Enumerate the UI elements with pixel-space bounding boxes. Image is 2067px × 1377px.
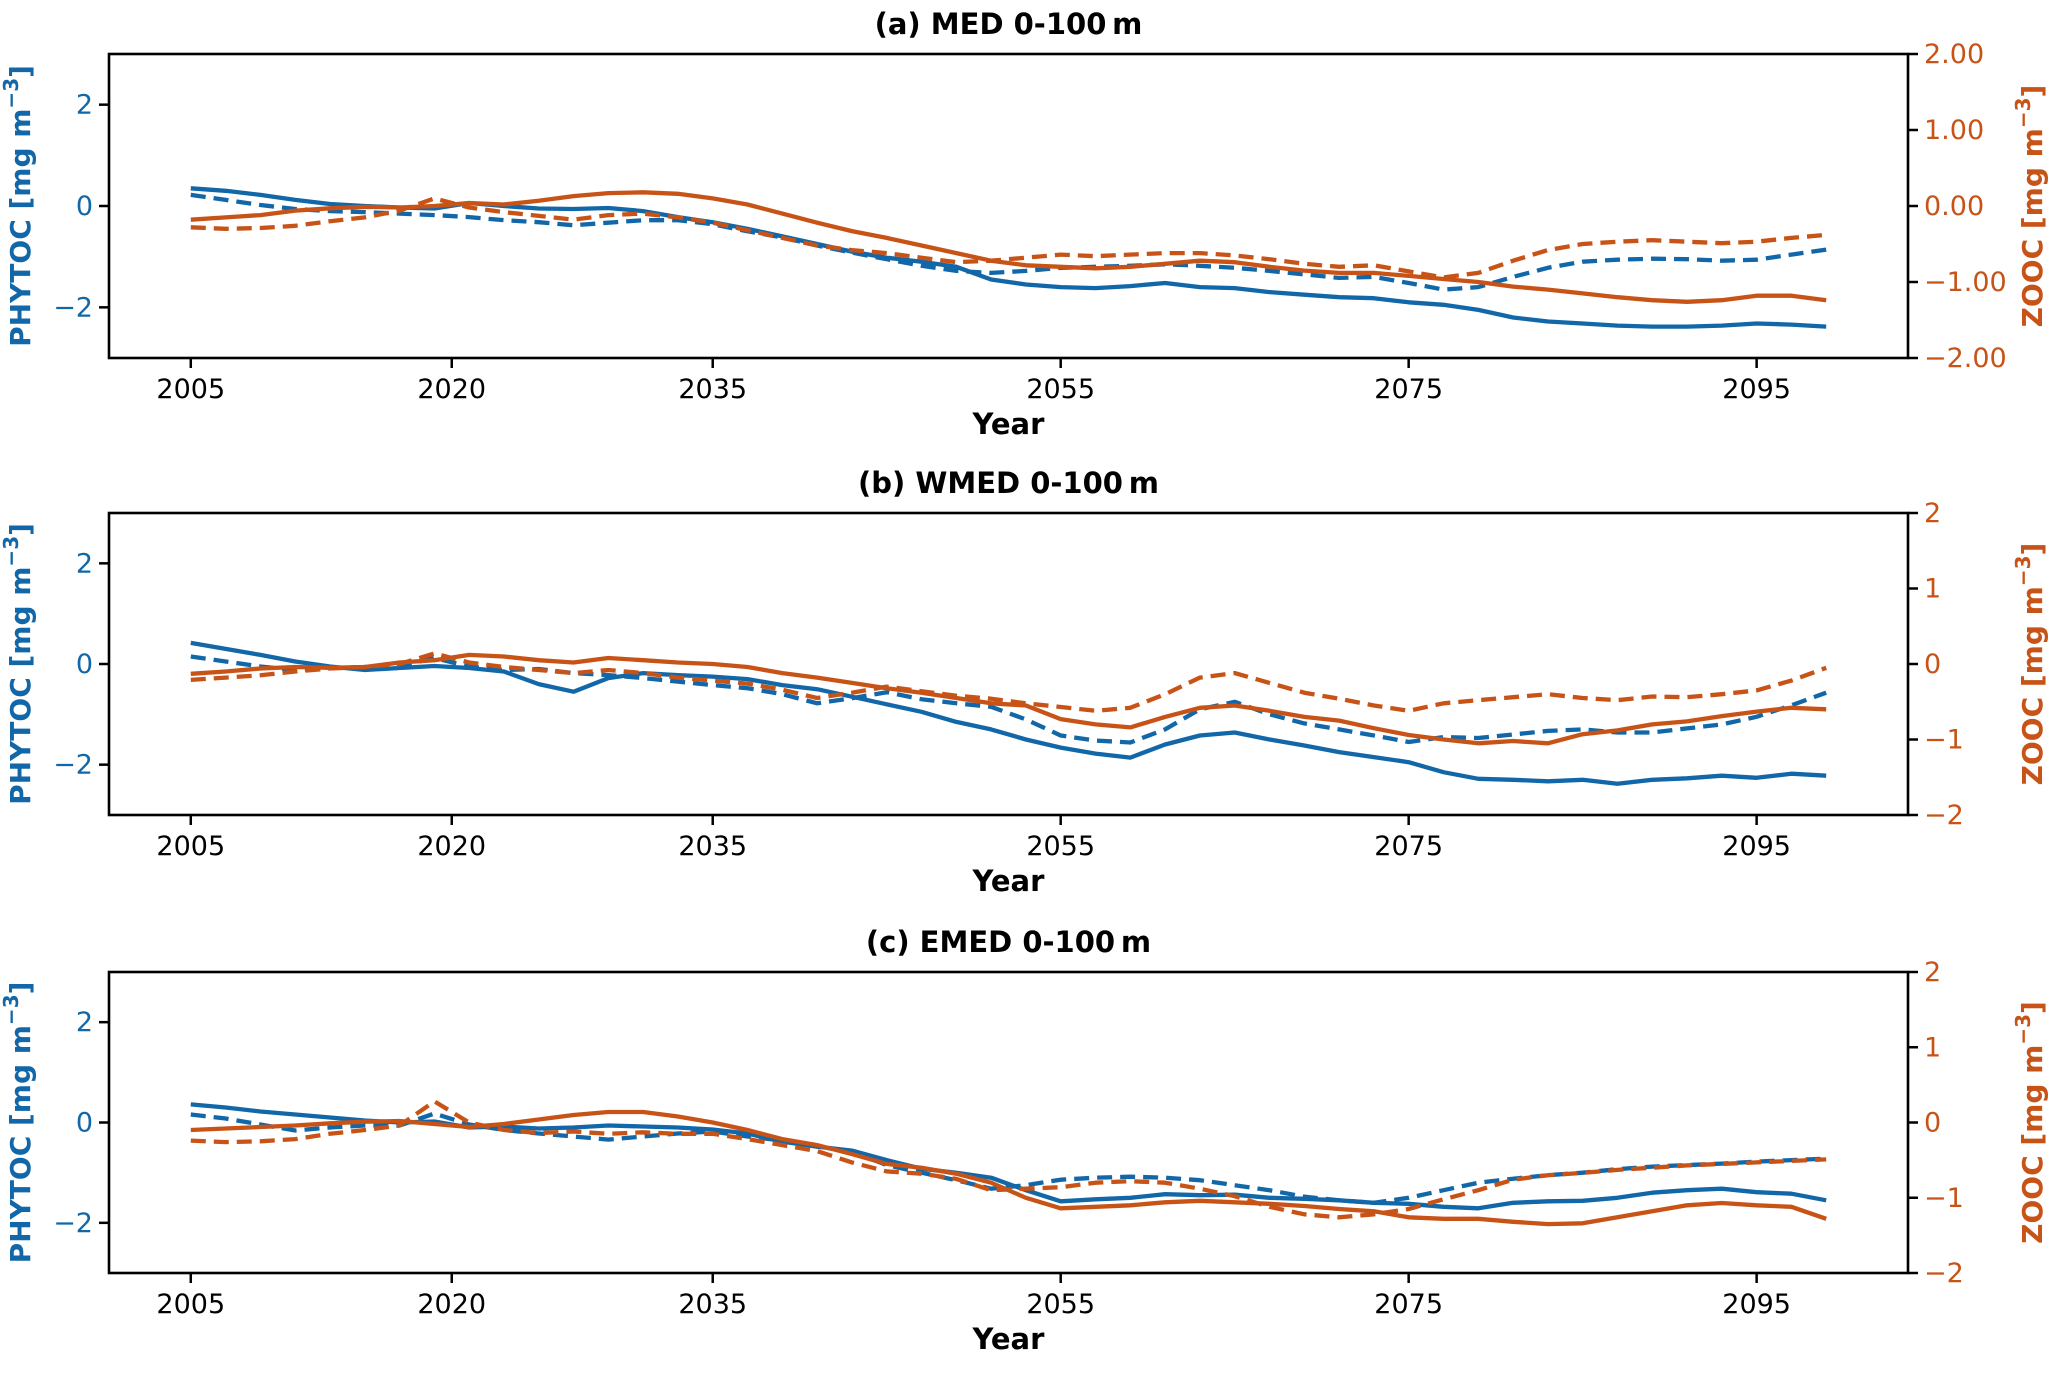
ytick-right-label: 0 (1924, 649, 1941, 680)
ytick-right-label: 2.00 (1924, 39, 1984, 70)
ytick-left-label: 2 (76, 90, 93, 121)
xtick-label: 2095 (1722, 1289, 1791, 1320)
ytick-right-label: 0.00 (1924, 191, 1984, 222)
series-phytoc-solid-b (190, 640, 1827, 786)
xtick-label: 2055 (1026, 831, 1095, 862)
xtick-label: 2075 (1374, 831, 1443, 862)
xtick-label: 2035 (678, 374, 747, 405)
series-zooc-dashed-c (190, 1099, 1827, 1220)
xtick-label: 2020 (417, 831, 486, 862)
series-phytoc-dashed-b (190, 654, 1827, 745)
ytick-right-label: 1 (1924, 1032, 1941, 1063)
zooc-axis-label-c: ZOOC [mg m−3] (2011, 1001, 2049, 1244)
ytick-left-label: −2 (53, 292, 93, 323)
ytick-right-label: 2 (1924, 498, 1941, 529)
xtick-label: 2035 (678, 1289, 747, 1320)
ytick-left-label: 0 (76, 649, 93, 680)
ytick-left-label: −2 (53, 1208, 93, 1239)
x-axis-label-c: Year (972, 1322, 1046, 1356)
x-axis-label-b: Year (972, 864, 1046, 898)
phytoc-axis-label-b: PHYTOC [mg m−3] (0, 523, 37, 805)
phytoc-axis-label-c: PHYTOC [mg m−3] (0, 982, 37, 1264)
panel-title-a: (a) MED 0-100 m (875, 7, 1143, 41)
panel-title-b: (b) WMED 0-100 m (858, 466, 1159, 500)
series-zooc-dashed-a (190, 196, 1827, 280)
xtick-label: 2005 (156, 1289, 225, 1320)
ytick-left-label: 2 (76, 548, 93, 579)
panel-c: (c) EMED 0-100 m 2 0 −2 2 1 0 −1 −2 2005 2020 2035 2… (0, 925, 2049, 1356)
ytick-right-label: −2 (1924, 1258, 1964, 1289)
panel-title-c: (c) EMED 0-100 m (866, 925, 1151, 959)
ytick-right-label: −1 (1924, 725, 1964, 756)
zooc-axis-label-a: ZOOC [mg m−3] (2011, 85, 2049, 328)
ytick-right-label: −2 (1924, 800, 1964, 831)
xtick-label: 2035 (678, 831, 747, 862)
panel-a: (a) MED 0-100 m 2 0 −2 2.00 1.00 0.00 −1.00 −2.0… (0, 7, 2049, 441)
ytick-right-label: 0 (1924, 1108, 1941, 1139)
ytick-left-label: −2 (53, 750, 93, 781)
panel-b: (b) WMED 0-100 m 2 0 −2 2 1 0 −1 −2 2005 2020 2035 2… (0, 466, 2049, 898)
phytoc-axis-label-a: PHYTOC [mg m−3] (0, 65, 37, 347)
ytick-right-label: 1 (1924, 574, 1941, 605)
zooc-axis-label-b: ZOOC [mg m−3] (2011, 543, 2049, 786)
x-axis-label-a: Year (972, 407, 1046, 441)
xtick-label: 2095 (1722, 831, 1791, 862)
ytick-right-label: 2 (1924, 957, 1941, 988)
xtick-label: 2075 (1374, 374, 1443, 405)
series-zooc-solid-b (190, 652, 1827, 746)
ytick-left-label: 2 (76, 1007, 93, 1038)
xtick-label: 2055 (1026, 1289, 1095, 1320)
xtick-label: 2075 (1374, 1289, 1443, 1320)
series-zooc-dashed-b (190, 651, 1827, 713)
xtick-label: 2005 (156, 831, 225, 862)
xtick-label: 2005 (156, 374, 225, 405)
xtick-label: 2020 (417, 374, 486, 405)
xtick-label: 2020 (417, 1289, 486, 1320)
xtick-label: 2095 (1722, 374, 1791, 405)
ytick-right-label: −1.00 (1924, 267, 2007, 298)
ytick-right-label: 1.00 (1924, 115, 1984, 146)
ytick-right-label: −1 (1924, 1183, 1964, 1214)
ytick-right-label: −2.00 (1924, 343, 2007, 374)
series-zooc-solid-a (190, 190, 1827, 304)
ytick-left-label: 0 (76, 191, 93, 222)
xtick-label: 2055 (1026, 374, 1095, 405)
ytick-left-label: 0 (76, 1108, 93, 1139)
